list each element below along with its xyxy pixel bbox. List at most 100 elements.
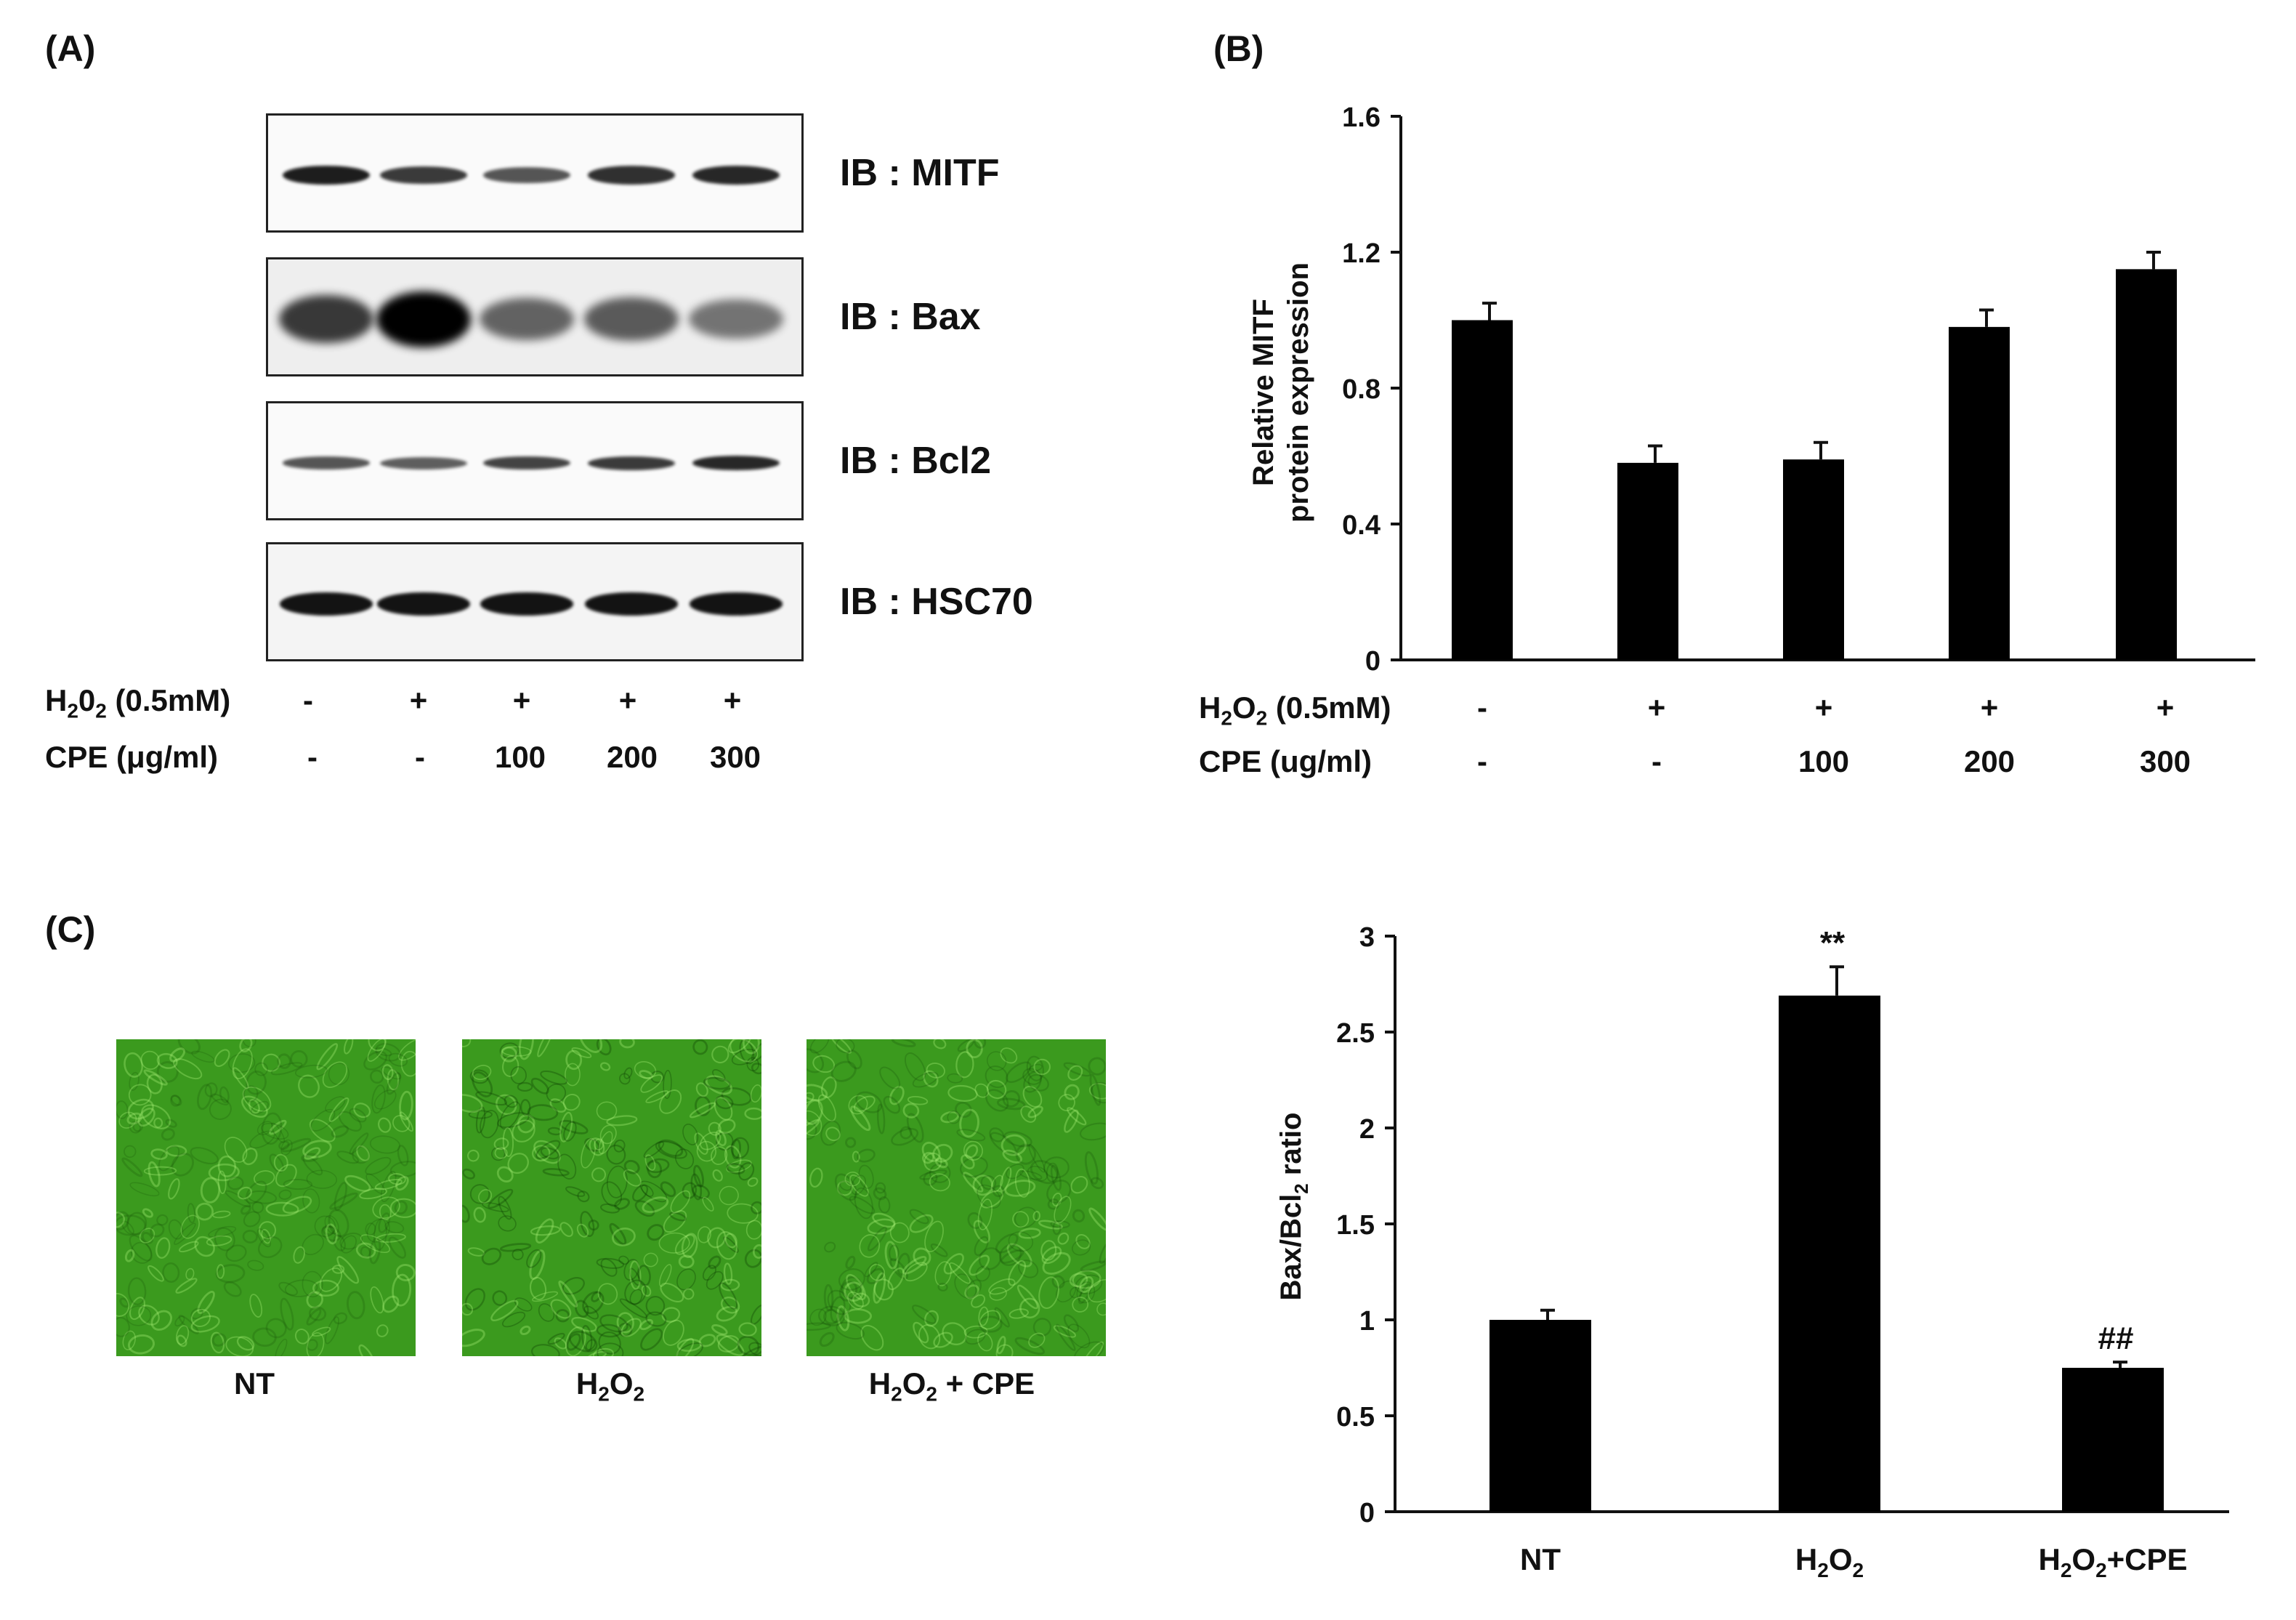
cell-outline	[748, 1342, 761, 1356]
micrograph-label-h2o2-cpe: H2O2 + CPE	[868, 1366, 1035, 1406]
cell-outline	[821, 1076, 837, 1099]
cell-outline	[599, 1314, 628, 1333]
cell-outline	[995, 1233, 1019, 1254]
cell-outline	[549, 1098, 567, 1113]
cell-outline	[306, 1169, 338, 1189]
cell-outline	[462, 1302, 474, 1316]
cell-outline	[467, 1247, 485, 1257]
cell-outline	[731, 1049, 758, 1065]
cell-outline	[977, 1198, 993, 1230]
cell-outline	[857, 1148, 876, 1163]
cell-outline	[216, 1264, 225, 1279]
cell-outline	[716, 1334, 745, 1356]
x-tick-label-part: 2	[1817, 1559, 1829, 1581]
cell-outline	[334, 1182, 347, 1212]
cell-outline	[715, 1129, 727, 1147]
cell-outline	[204, 1082, 218, 1097]
blot-band	[692, 456, 780, 470]
cell-outline	[978, 1306, 989, 1326]
cell-outline	[1072, 1209, 1086, 1223]
cell-outline	[251, 1201, 264, 1214]
cell-outline	[132, 1121, 143, 1132]
cell-outline	[565, 1049, 583, 1071]
cell-outline	[719, 1282, 738, 1310]
cell-outline	[873, 1187, 887, 1201]
cell-outline	[612, 1227, 636, 1246]
cell-outline	[845, 1255, 856, 1270]
cpe-value: -	[1477, 744, 1487, 778]
blot-band	[585, 592, 678, 616]
cell-outline	[475, 1106, 486, 1134]
blot-1	[266, 113, 804, 233]
cell-outline	[1051, 1192, 1062, 1207]
cell-outline	[1001, 1134, 1027, 1156]
cell-outline	[500, 1046, 517, 1063]
cell-outline	[170, 1095, 181, 1107]
cell-outline	[1076, 1281, 1096, 1304]
cell-outline	[363, 1050, 388, 1071]
cell-outline	[738, 1322, 757, 1337]
cell-outline	[520, 1099, 531, 1116]
blot-label: IB : MITF	[840, 152, 1000, 194]
cell-outline	[1096, 1302, 1106, 1316]
cell-outline	[847, 1291, 864, 1310]
cell-outline	[581, 1325, 593, 1352]
cell-outline	[891, 1039, 916, 1048]
cell-outline	[750, 1305, 761, 1325]
cell-outline	[1022, 1068, 1043, 1085]
cell-outline	[261, 1122, 289, 1140]
cell-outline	[1075, 1234, 1091, 1249]
cell-outline	[580, 1211, 595, 1237]
cell-outline	[252, 1327, 277, 1347]
cell-outline	[926, 1063, 946, 1079]
cell-outline	[314, 1215, 336, 1238]
cell-outline	[140, 1050, 160, 1070]
cell-outline	[166, 1145, 187, 1157]
cell-outline	[367, 1039, 386, 1062]
micrograph-background	[462, 1039, 761, 1356]
cell-outline	[807, 1084, 828, 1102]
cell-outline	[988, 1278, 1016, 1295]
cell-outline	[246, 1071, 267, 1095]
cell-outline	[210, 1331, 225, 1354]
cell-outline	[986, 1079, 1007, 1100]
cell-outline	[995, 1344, 1014, 1356]
cell-outline	[468, 1110, 493, 1119]
cell-outline	[562, 1276, 585, 1295]
cell-outline	[559, 1119, 589, 1135]
bar	[1617, 462, 1678, 660]
cell-outline	[639, 1318, 654, 1331]
cell-outline	[249, 1130, 275, 1149]
cell-outline	[979, 1310, 1001, 1330]
cell-outline	[298, 1074, 320, 1098]
cell-outline	[510, 1065, 527, 1084]
cell-outline	[934, 1261, 952, 1286]
cell-outline	[332, 1264, 345, 1274]
cell-outline	[538, 1303, 555, 1322]
cell-outline	[978, 1247, 1002, 1270]
cell-outline	[158, 1145, 180, 1172]
cell-outline	[597, 1283, 618, 1305]
cell-outline	[1091, 1081, 1106, 1104]
cell-outline	[707, 1227, 727, 1249]
cell-outline	[212, 1210, 231, 1219]
blot-band	[380, 166, 467, 185]
cell-outline	[467, 1149, 480, 1162]
cell-outline	[692, 1184, 710, 1199]
bar	[2116, 269, 2177, 660]
cell-outline	[243, 1211, 261, 1228]
cell-outline	[883, 1095, 901, 1114]
cell-outline	[1050, 1164, 1062, 1191]
cell-outline	[971, 1294, 986, 1308]
cell-outline	[606, 1115, 638, 1127]
cell-outline	[355, 1242, 376, 1259]
cell-outline	[820, 1120, 841, 1146]
cell-outline	[251, 1100, 269, 1115]
blot-band	[480, 298, 574, 340]
cell-outline	[872, 1212, 896, 1228]
cell-outline	[986, 1051, 1007, 1071]
cell-outline	[943, 1253, 964, 1275]
cell-outline	[978, 1315, 1003, 1333]
cell-outline	[518, 1039, 534, 1060]
cell-outline	[537, 1039, 553, 1057]
